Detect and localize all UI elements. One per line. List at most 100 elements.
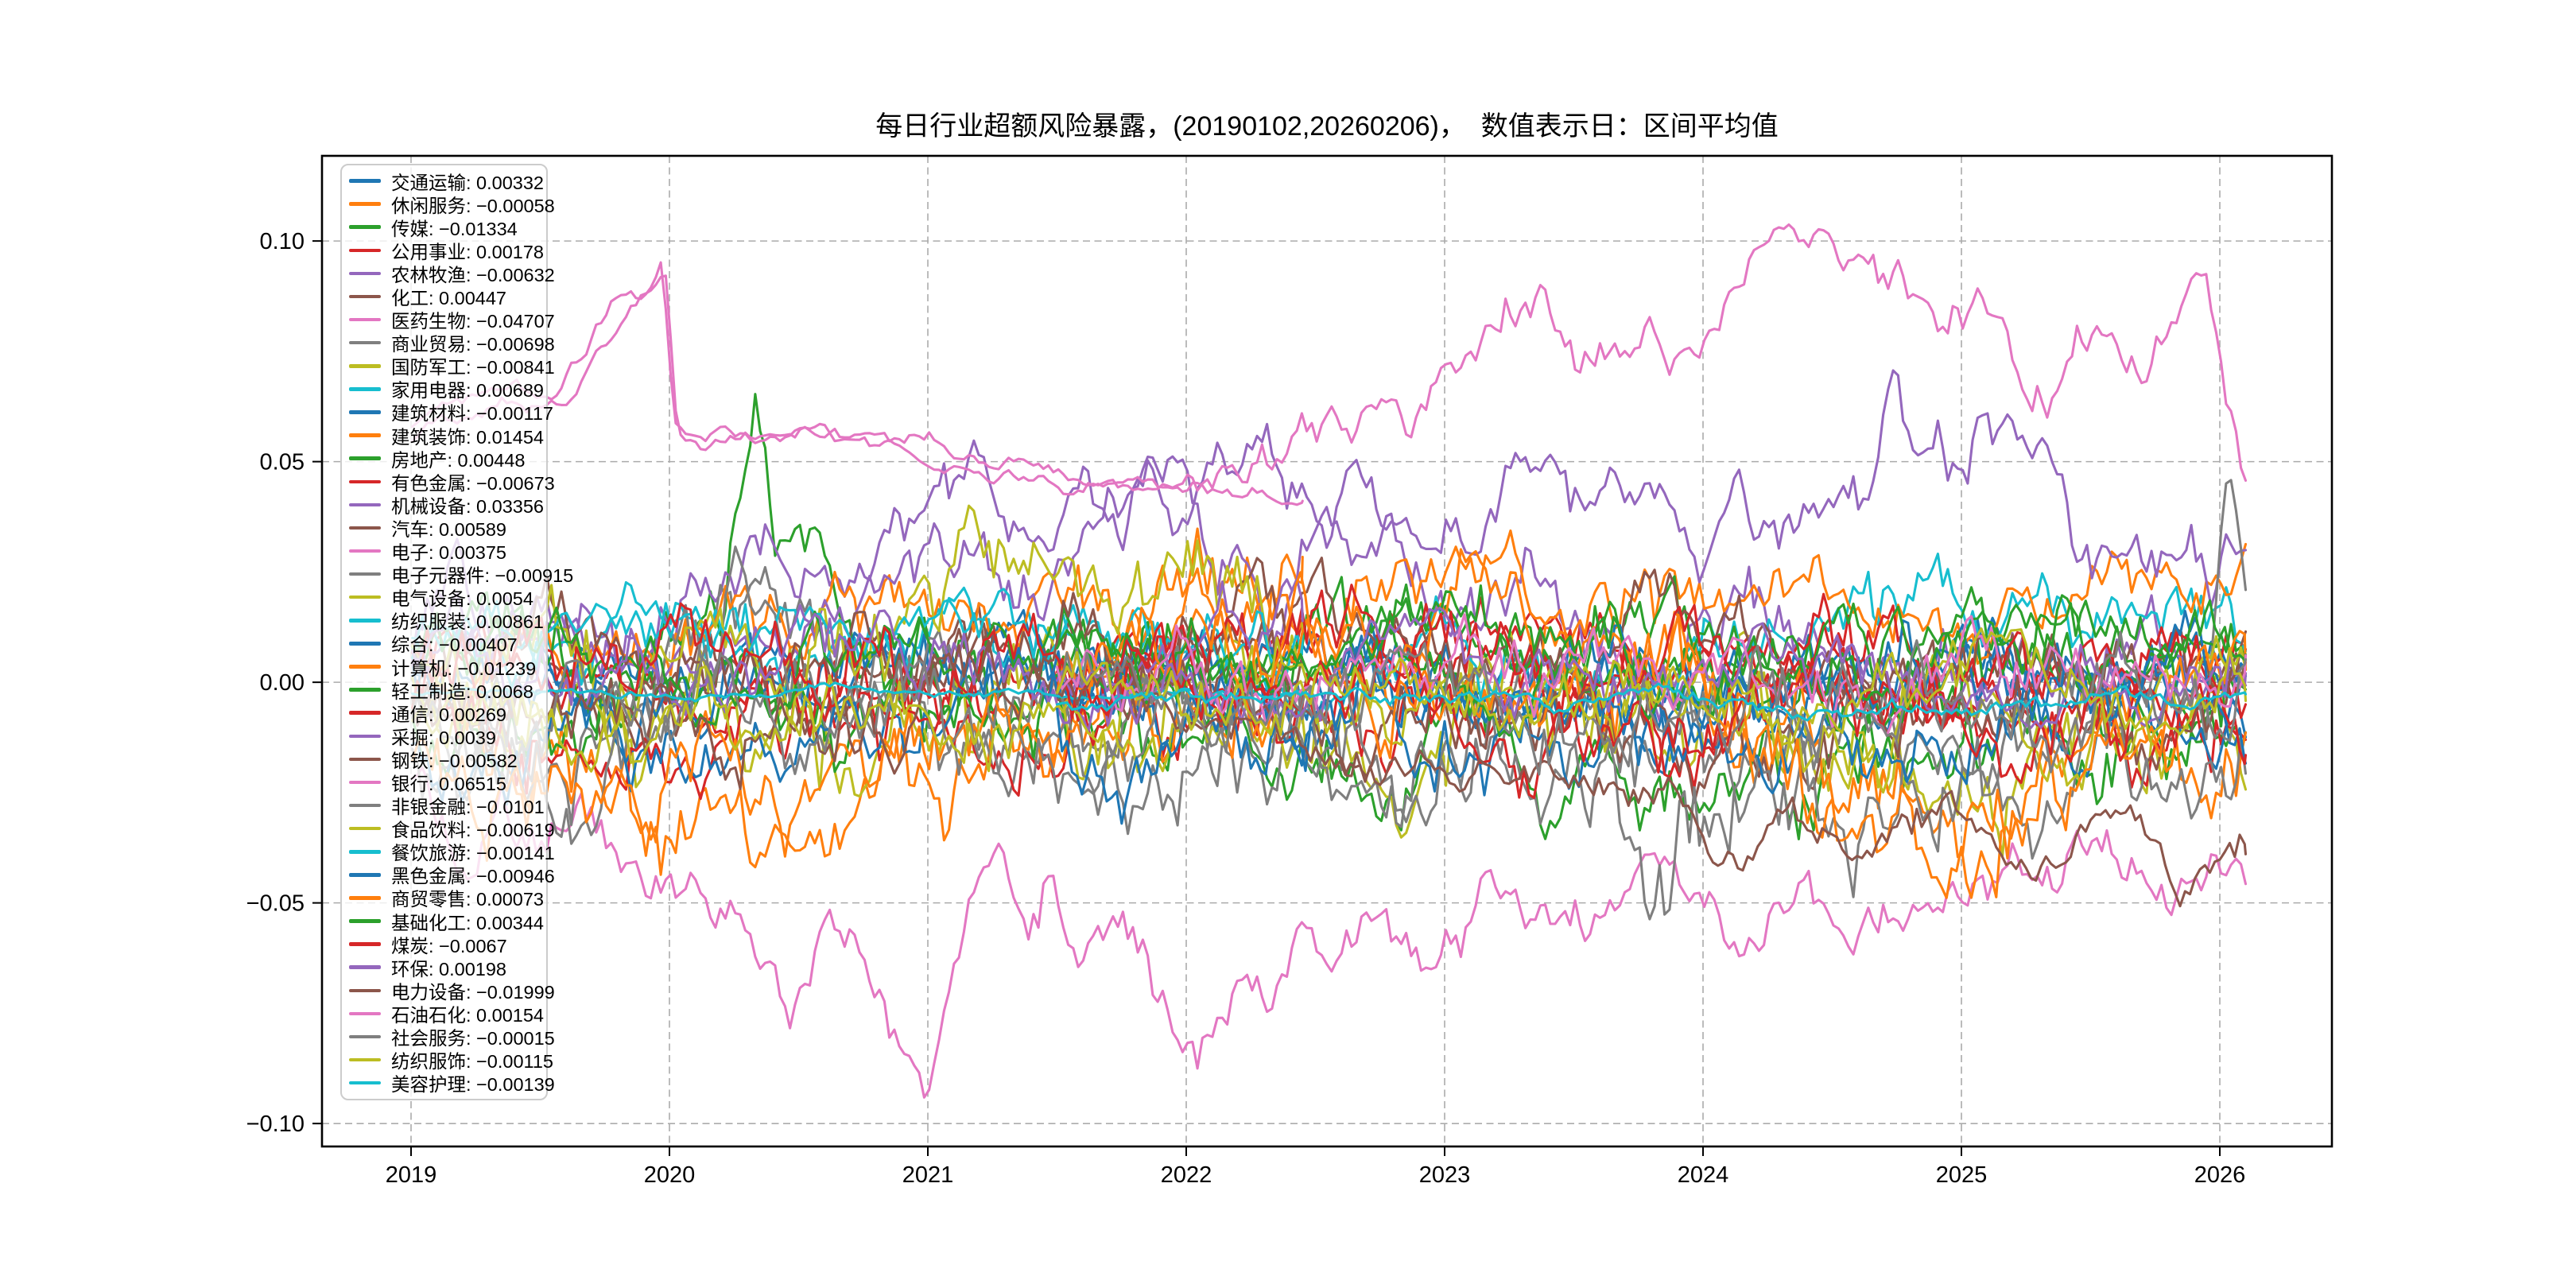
legend-swatch — [349, 294, 381, 299]
legend-item: 有色金属: −0.00673 — [342, 470, 555, 494]
y-tick-label: −0.10 — [246, 1111, 305, 1137]
x-tick-label: 2025 — [1936, 1162, 1988, 1188]
legend-label: 综合: −0.00407 — [391, 634, 518, 656]
legend-label: 食品饮料: −0.00619 — [391, 820, 555, 841]
legend-item: 商业贸易: −0.00698 — [342, 332, 555, 355]
x-tick-label: 2021 — [902, 1162, 954, 1188]
legend-swatch — [349, 873, 381, 877]
series-line — [1055, 682, 2248, 722]
x-tick-label: 2019 — [386, 1162, 437, 1188]
legend-item: 石油石化: 0.00154 — [342, 1002, 546, 1026]
legend-swatch — [349, 919, 381, 923]
legend-item: 钢铁: −0.00582 — [342, 747, 546, 771]
legend-swatch — [349, 410, 381, 414]
legend-swatch — [349, 642, 381, 646]
legend-label: 休闲服务: −0.00058 — [391, 195, 555, 216]
legend-item: 电子: 0.00375 — [342, 540, 546, 563]
legend-item: 医药生物: −0.04707 — [342, 308, 555, 332]
y-tick-label: −0.05 — [246, 891, 305, 917]
legend-swatch — [349, 387, 381, 391]
legend-swatch — [349, 942, 381, 946]
legend-item: 电气设备: 0.0054 — [342, 586, 546, 609]
legend-swatch — [349, 317, 381, 322]
legend-swatch — [349, 595, 381, 599]
legend-item: 非银金融: −0.0101 — [342, 794, 546, 817]
x-tick-label: 2020 — [644, 1162, 696, 1188]
legend-label: 电子: 0.00375 — [391, 542, 507, 564]
legend-label: 采掘: 0.0039 — [391, 727, 496, 748]
legend-label: 电子元器件: −0.00915 — [391, 565, 574, 587]
legend-item: 纺织服饰: −0.00115 — [342, 1049, 553, 1072]
series-line — [411, 583, 2248, 728]
legend-item: 黑色金属: −0.00946 — [342, 863, 555, 886]
legend-label: 社会服务: −0.00015 — [391, 1028, 555, 1049]
legend-label: 传媒: −0.01334 — [391, 218, 518, 239]
legend-item: 化工: 0.00447 — [342, 285, 546, 308]
legend-swatch — [349, 1034, 381, 1039]
legend-swatch — [349, 1057, 381, 1062]
legend-swatch — [349, 711, 381, 715]
legend-label: 交通运输: 0.00332 — [391, 172, 545, 193]
legend-swatch — [349, 780, 381, 785]
legend-item: 传媒: −0.01334 — [342, 215, 546, 239]
legend-item: 电力设备: −0.01999 — [342, 979, 555, 1003]
legend: 交通运输: 0.00332 休闲服务: −0.00058 传媒: −0.01334 公… — [340, 164, 573, 1100]
legend-item: 交通运输: 0.00332 — [342, 169, 546, 193]
legend-label: 农林牧渔: −0.00632 — [391, 264, 555, 285]
x-tick-label: 2024 — [1678, 1162, 1729, 1188]
legend-item: 房地产: 0.00448 — [342, 447, 546, 471]
legend-item: 环保: 0.00198 — [342, 956, 546, 980]
legend-item: 银行: 0.06515 — [342, 770, 546, 794]
legend-swatch — [349, 248, 381, 253]
legend-swatch — [349, 619, 381, 623]
legend-swatch — [349, 1080, 381, 1085]
series-line — [1055, 659, 2248, 908]
legend-swatch — [349, 826, 381, 831]
series-line — [411, 644, 2248, 921]
series-line — [1055, 627, 2248, 746]
y-tick-label: 0.05 — [260, 450, 305, 475]
legend-swatch — [349, 179, 381, 183]
legend-swatch — [349, 456, 381, 460]
legend-item: 餐饮旅游: −0.00141 — [342, 840, 555, 863]
series-line — [411, 634, 2248, 794]
legend-swatch — [349, 526, 381, 530]
legend-label: 机械设备: 0.03356 — [391, 495, 545, 517]
legend-label: 纺织服装: 0.00861 — [391, 611, 545, 633]
legend-item: 公用事业: 0.00178 — [342, 239, 546, 262]
legend-label: 煤炭: −0.0067 — [391, 935, 507, 956]
x-tick-label: 2022 — [1161, 1162, 1212, 1188]
legend-swatch — [349, 665, 381, 669]
legend-swatch — [349, 502, 381, 507]
legend-label: 公用事业: 0.00178 — [391, 241, 545, 262]
legend-label: 电力设备: −0.01999 — [391, 981, 555, 1003]
legend-swatch — [349, 572, 381, 576]
legend-swatch — [349, 364, 381, 368]
x-tick-label: 2023 — [1419, 1162, 1471, 1188]
legend-item: 国防军工: −0.00841 — [342, 355, 555, 378]
series-lines — [411, 223, 2248, 1099]
legend-swatch — [349, 549, 381, 553]
legend-item: 基础化工: 0.00344 — [342, 910, 546, 933]
legend-item: 煤炭: −0.0067 — [342, 933, 546, 956]
legend-item: 美容护理: −0.00139 — [342, 1072, 555, 1095]
axes: 2019 2020 2021 2022 2023 2024 2025 2026 0.10 0.05… — [246, 229, 2246, 1188]
legend-label: 美容护理: −0.00139 — [391, 1074, 555, 1096]
legend-item: 计算机: −0.01239 — [342, 655, 546, 679]
legend-label: 国防军工: −0.00841 — [391, 357, 555, 378]
legend-item: 电子元器件: −0.00915 — [342, 563, 573, 586]
legend-label: 通信: 0.00269 — [391, 704, 507, 725]
legend-label: 石油石化: 0.00154 — [391, 1004, 545, 1026]
y-tick-label: 0.00 — [260, 670, 305, 696]
series-line — [1055, 571, 2248, 899]
series-line — [1055, 613, 2248, 737]
x-tick-label: 2026 — [2194, 1162, 2246, 1188]
legend-item: 轻工制造: 0.0068 — [342, 678, 546, 702]
legend-item: 家用电器: 0.00689 — [342, 378, 546, 401]
series-line — [411, 274, 1304, 506]
legend-swatch — [349, 757, 381, 762]
legend-label: 计算机: −0.01239 — [391, 658, 537, 679]
legend-swatch — [349, 340, 381, 345]
